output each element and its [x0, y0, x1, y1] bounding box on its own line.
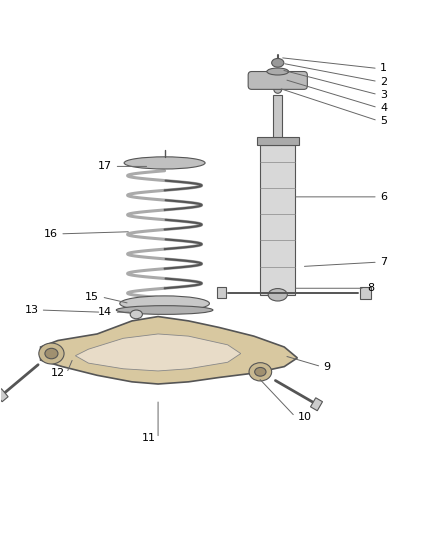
Polygon shape	[257, 137, 299, 144]
Ellipse shape	[254, 367, 266, 376]
Text: 6: 6	[380, 192, 387, 202]
Ellipse shape	[249, 362, 272, 381]
FancyBboxPatch shape	[248, 71, 307, 90]
Polygon shape	[217, 287, 226, 298]
Ellipse shape	[274, 85, 282, 93]
Text: 14: 14	[98, 307, 113, 317]
Ellipse shape	[267, 68, 289, 75]
Text: 13: 13	[25, 305, 39, 315]
Ellipse shape	[124, 157, 205, 169]
Text: 12: 12	[50, 368, 64, 378]
Polygon shape	[41, 317, 297, 384]
Polygon shape	[260, 144, 295, 295]
Text: 5: 5	[380, 116, 387, 126]
Text: 2: 2	[380, 77, 387, 86]
Text: 1: 1	[380, 63, 387, 74]
Text: 15: 15	[85, 292, 99, 302]
Polygon shape	[273, 94, 282, 144]
Text: 11: 11	[142, 433, 156, 443]
Text: 3: 3	[380, 90, 387, 100]
Text: 7: 7	[380, 257, 387, 267]
Polygon shape	[75, 334, 241, 371]
Ellipse shape	[39, 343, 64, 364]
Polygon shape	[311, 398, 322, 411]
Ellipse shape	[272, 59, 284, 67]
Text: 9: 9	[323, 361, 331, 372]
Text: 10: 10	[297, 411, 311, 422]
Polygon shape	[0, 389, 8, 402]
Text: 16: 16	[44, 229, 58, 239]
Ellipse shape	[45, 349, 58, 359]
Text: 17: 17	[98, 161, 113, 172]
Text: 8: 8	[367, 283, 374, 293]
Ellipse shape	[116, 305, 213, 314]
Text: 4: 4	[380, 103, 387, 112]
Ellipse shape	[268, 288, 287, 301]
Ellipse shape	[130, 310, 142, 319]
Polygon shape	[360, 287, 371, 298]
Ellipse shape	[120, 296, 209, 311]
